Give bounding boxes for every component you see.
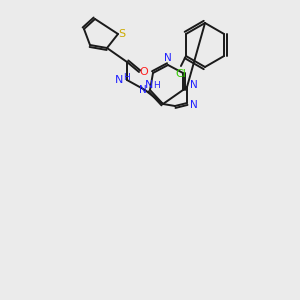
Text: H: H xyxy=(124,73,130,82)
Text: H: H xyxy=(153,80,159,89)
Text: Cl: Cl xyxy=(176,69,186,79)
Text: N: N xyxy=(139,85,147,95)
Text: N: N xyxy=(164,53,172,63)
Text: S: S xyxy=(118,29,126,39)
Text: N: N xyxy=(190,80,198,90)
Text: N: N xyxy=(190,100,198,110)
Text: N: N xyxy=(145,80,153,90)
Text: O: O xyxy=(140,67,148,77)
Text: N: N xyxy=(115,75,123,85)
